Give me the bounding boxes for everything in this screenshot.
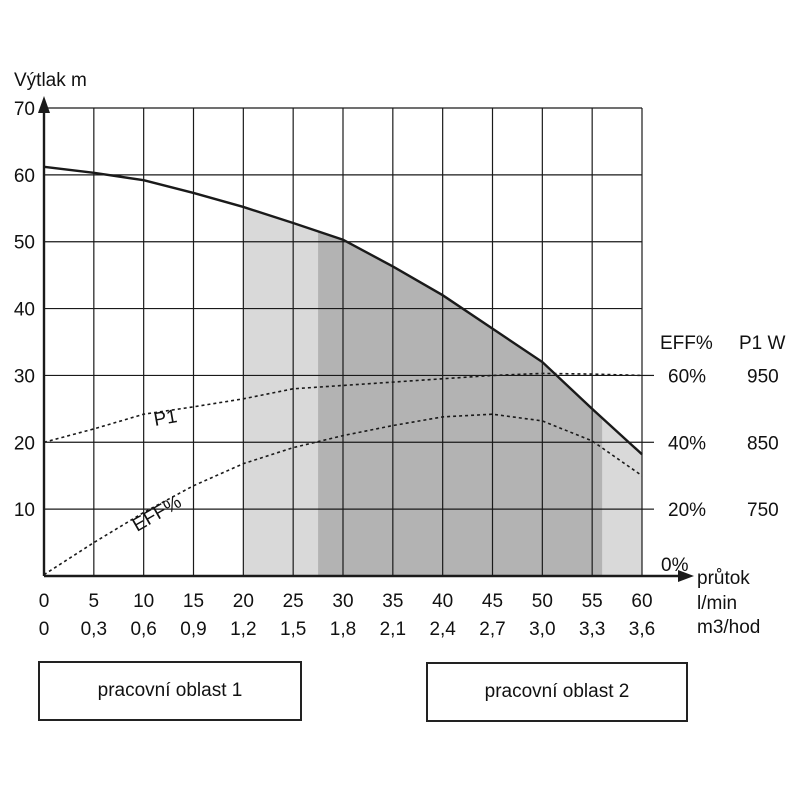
x-axis-title-unit-lmin: l/min bbox=[697, 593, 737, 614]
chart-labels: P1 EFF% Výtlak m 10 20 30 40 50 60 70 0 0 5 0,3 10 0,6 1… bbox=[14, 70, 786, 640]
x-tick-label-lmin: 35 bbox=[382, 591, 403, 612]
curves bbox=[43, 165, 643, 576]
eff-tick-label: 0% bbox=[661, 555, 689, 576]
x-tick-label-m3h: 0 bbox=[39, 619, 50, 640]
x-tick-label-lmin: 55 bbox=[582, 591, 603, 612]
y-tick-label: 20 bbox=[14, 433, 35, 454]
legend-zone-1-label: pracovní oblast 1 bbox=[97, 680, 243, 701]
x-tick-label-m3h: 1,8 bbox=[330, 619, 356, 640]
p1-tick-label: 750 bbox=[747, 500, 779, 521]
x-tick-label-m3h: 1,2 bbox=[230, 619, 256, 640]
p1-axis-title: P1 W bbox=[739, 333, 786, 354]
x-tick-label-m3h: 0,6 bbox=[130, 619, 156, 640]
eff-axis-title: EFF% bbox=[660, 333, 713, 354]
y-tick-label: 10 bbox=[14, 500, 35, 521]
x-tick-label-lmin: 10 bbox=[133, 591, 154, 612]
x-tick-label-lmin: 0 bbox=[39, 591, 50, 612]
eff-tick-label: 40% bbox=[668, 433, 706, 454]
x-tick-label-m3h: 0,9 bbox=[180, 619, 206, 640]
p1-curve bbox=[43, 372, 643, 444]
x-tick-label-m3h: 2,7 bbox=[479, 619, 505, 640]
x-tick-label-m3h: 0,3 bbox=[81, 619, 107, 640]
x-tick-label-lmin: 25 bbox=[283, 591, 304, 612]
eff-tick-label: 20% bbox=[668, 500, 706, 521]
y-tick-label: 40 bbox=[14, 300, 35, 321]
x-tick-label-m3h: 2,1 bbox=[380, 619, 406, 640]
x-tick-label-m3h: 3,6 bbox=[629, 619, 655, 640]
x-axis-title-flow: průtok bbox=[697, 568, 750, 589]
p1-tick-label: 950 bbox=[747, 366, 779, 387]
x-tick-label-lmin: 5 bbox=[89, 591, 100, 612]
y-axis-title: Výtlak m bbox=[14, 70, 87, 91]
legend-zone-2: pracovní oblast 2 bbox=[426, 662, 688, 722]
x-tick-label-lmin: 40 bbox=[432, 591, 453, 612]
y-axis-arrow bbox=[38, 96, 50, 113]
eff-curve bbox=[43, 413, 643, 576]
y-tick-label: 60 bbox=[14, 166, 35, 187]
x-tick-label-m3h: 1,5 bbox=[280, 619, 306, 640]
x-tick-label-m3h: 3,0 bbox=[529, 619, 555, 640]
x-axis-arrow bbox=[678, 570, 694, 582]
x-tick-label-lmin: 20 bbox=[233, 591, 254, 612]
axes bbox=[38, 96, 694, 582]
y-tick-label: 70 bbox=[14, 99, 35, 120]
legend-zone-1: pracovní oblast 1 bbox=[38, 661, 302, 721]
x-tick-label-lmin: 60 bbox=[631, 591, 652, 612]
y-tick-label: 50 bbox=[14, 233, 35, 254]
x-tick-label-m3h: 2,4 bbox=[429, 619, 456, 640]
head-curve bbox=[43, 165, 643, 456]
x-tick-label-lmin: 30 bbox=[332, 591, 353, 612]
p1-curve-label: P1 bbox=[152, 406, 179, 431]
x-tick-label-lmin: 50 bbox=[532, 591, 553, 612]
eff-curve-label: EFF% bbox=[129, 492, 185, 537]
x-axis-title-unit-m3h: m3/hod bbox=[697, 617, 760, 638]
x-tick-label-lmin: 15 bbox=[183, 591, 204, 612]
x-tick-label-m3h: 3,3 bbox=[579, 619, 605, 640]
y-tick-label: 30 bbox=[14, 366, 35, 387]
p1-tick-label: 850 bbox=[747, 433, 779, 454]
grid bbox=[44, 107, 643, 576]
zone-1-area bbox=[318, 231, 603, 576]
legend-zone-2-label: pracovní oblast 2 bbox=[484, 681, 630, 702]
x-tick-label-lmin: 45 bbox=[482, 591, 503, 612]
eff-tick-label: 60% bbox=[668, 366, 706, 387]
